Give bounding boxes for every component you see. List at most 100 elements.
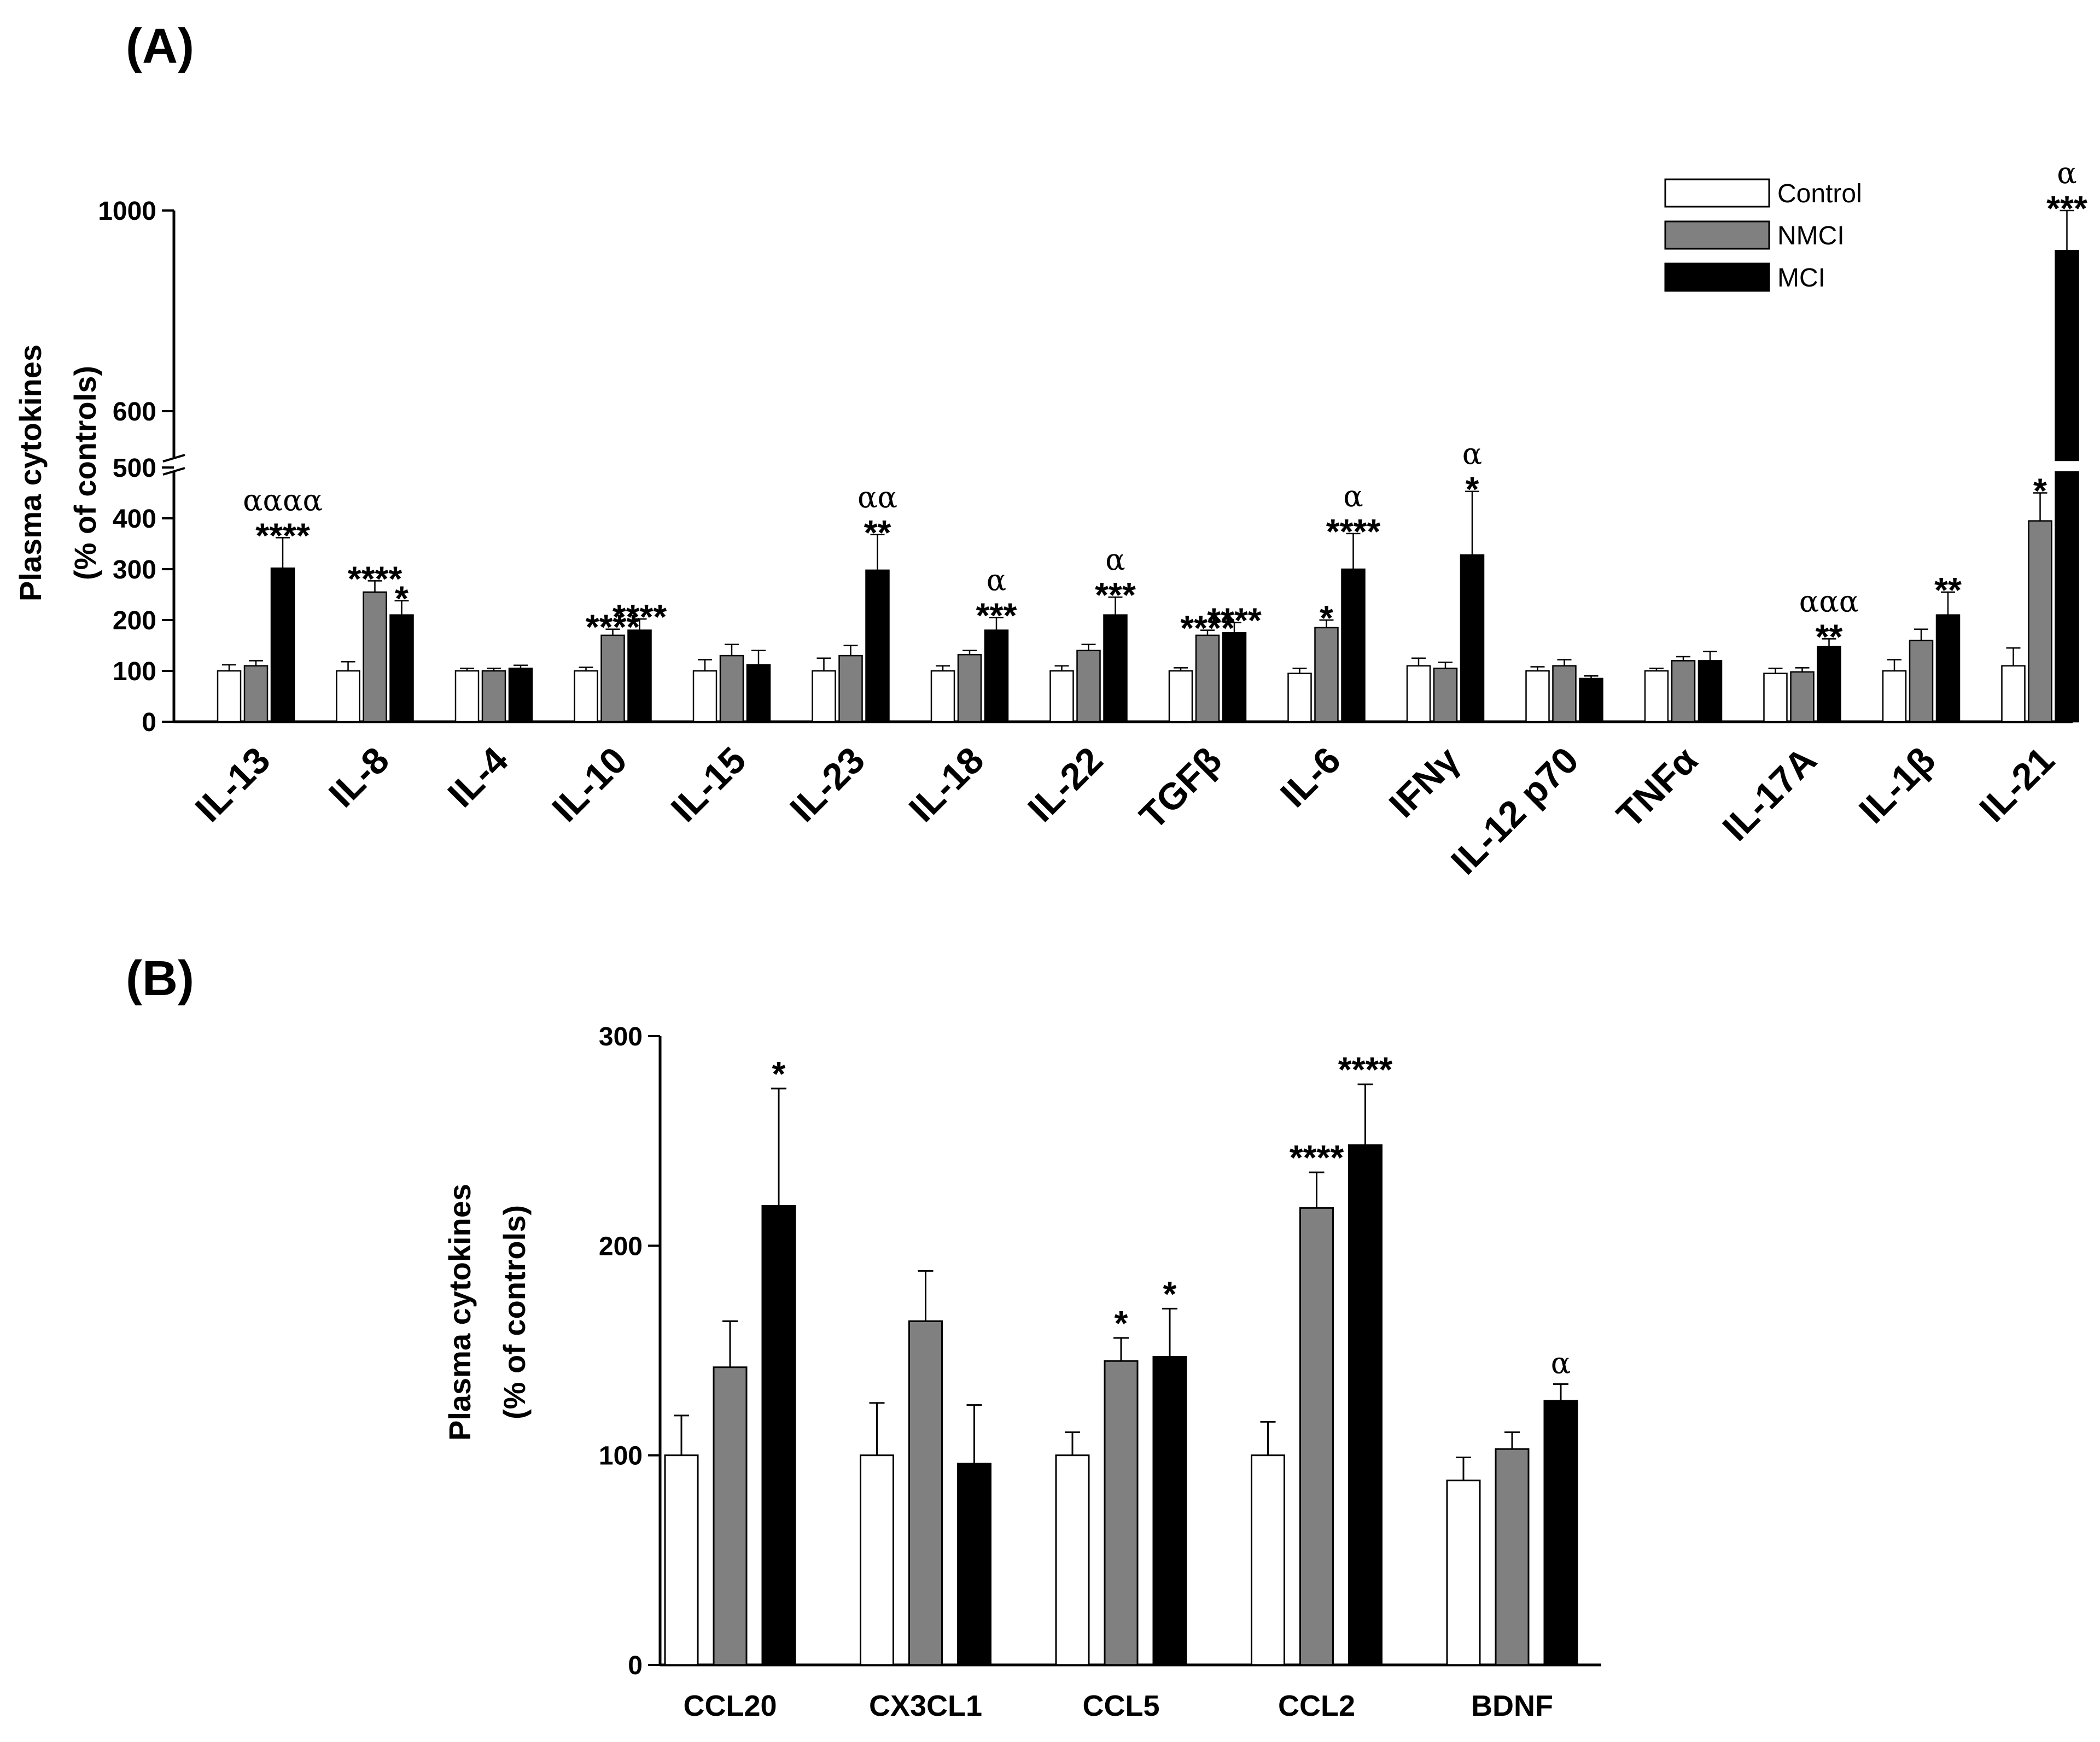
panel-b-y-axis-label: Plasma cytokines (% of controls) — [442, 1184, 532, 1441]
alpha-significance: α — [1343, 479, 1363, 513]
panel-b-label: (B) — [126, 951, 194, 1006]
bar — [746, 664, 771, 723]
panel-a-ylabel-line1: Plasma cytokines — [13, 344, 48, 601]
significance-stars: **** — [1207, 601, 1262, 640]
panel-b-ylabel-line2: (% of controls) — [497, 1205, 532, 1419]
panel-a: (A) Plasma cytokines (% of controls) 0 10… — [13, 19, 2087, 882]
bar — [1495, 1448, 1530, 1666]
bar — [1195, 634, 1220, 723]
legend-swatch — [1664, 178, 1770, 208]
alpha-significance: α — [2057, 156, 2076, 190]
significance-stars: * — [1163, 1274, 1177, 1313]
category-label: IL-15 — [663, 739, 754, 830]
bar — [508, 668, 533, 723]
bar — [930, 670, 955, 723]
bar — [1103, 614, 1128, 723]
significance-stars: ** — [864, 513, 891, 552]
significance-stars: **** — [348, 559, 402, 598]
bar — [389, 614, 414, 723]
bar — [812, 670, 836, 723]
alpha-significance: ααα — [1799, 584, 1859, 618]
panel-a-axis-break-mark — [162, 467, 185, 476]
panel-b-ylabel-line1: Plasma cytokines — [442, 1184, 477, 1441]
legend: Control NMCI MCI — [1664, 178, 1862, 293]
bar — [1698, 660, 1723, 723]
bar — [1909, 639, 1934, 723]
significance-stars: **** — [586, 607, 640, 647]
significance-stars: * — [2033, 471, 2047, 511]
panel-b-y-tick-label: 300 — [599, 1022, 643, 1051]
category-label: IL-21 — [1971, 739, 2062, 830]
bar — [1168, 670, 1193, 723]
legend-label: NMCI — [1777, 221, 1845, 250]
panel-a-y-tick-label: 100 — [113, 657, 156, 686]
bar — [1790, 671, 1815, 723]
panel-b-y-tick-label: 200 — [599, 1232, 643, 1261]
bar — [692, 670, 718, 723]
category-label: IL-17A — [1714, 739, 1824, 849]
bar — [1433, 668, 1458, 723]
category-label: TNFα — [1609, 739, 1706, 836]
panel-b-annotations: ***********α — [772, 1050, 1571, 1380]
bar — [957, 653, 982, 723]
bar — [454, 670, 480, 723]
significance-stars: * — [1115, 1303, 1128, 1343]
alpha-significance: α — [987, 563, 1006, 597]
bar — [1935, 614, 1961, 723]
bar — [2055, 250, 2079, 461]
bar — [1314, 627, 1339, 723]
category-label: IL-12 p70 — [1443, 739, 1586, 882]
bar — [1525, 670, 1550, 723]
significance-stars: *** — [1095, 575, 1136, 615]
bar — [1251, 1454, 1285, 1666]
category-label: CCL2 — [1278, 1690, 1355, 1722]
bar — [984, 629, 1009, 723]
category-label: IL-23 — [782, 739, 873, 830]
bar — [1104, 1360, 1139, 1666]
bar — [1076, 650, 1101, 723]
significance-stars: * — [1466, 470, 1479, 509]
bar — [1882, 670, 1907, 723]
panel-b: (B) Plasma cytokines (% of controls) 0 10… — [126, 951, 1601, 1722]
panel-b-category-labels: CCL20 CX3CL1 CCL5 CCL2 BDNF — [683, 1690, 1553, 1722]
alpha-significance: αα — [858, 480, 897, 515]
category-label: TGFβ — [1131, 739, 1229, 837]
bar — [217, 670, 242, 723]
category-label: CCL5 — [1082, 1690, 1159, 1722]
significance-stars: **** — [1338, 1050, 1393, 1089]
significance-stars: **** — [1290, 1138, 1344, 1177]
bar — [719, 654, 744, 723]
alpha-significance: αααα — [243, 483, 323, 517]
bar — [1049, 670, 1074, 723]
bar — [1299, 1207, 1334, 1666]
bar — [1579, 677, 1603, 723]
panel-a-category-labels: IL-13 IL-8 IL-4 IL-10 IL-15 IL-23 IL-18 IL-22 TG… — [188, 739, 2062, 882]
bar — [1552, 665, 1577, 723]
category-label: IL-6 — [1273, 739, 1349, 815]
panel-a-y-tick-label: 500 — [113, 454, 156, 483]
bar — [1348, 1144, 1382, 1666]
bar — [865, 569, 890, 723]
bar — [761, 1205, 796, 1666]
significance-stars: **** — [612, 597, 667, 636]
panel-a-y-tick-label: 300 — [113, 556, 156, 584]
panel-a-y-axis-label: Plasma cytokines (% of controls) — [13, 344, 102, 601]
category-label: CX3CL1 — [869, 1690, 982, 1722]
significance-stars: **** — [1326, 512, 1381, 551]
significance-stars: **** — [255, 516, 310, 555]
bar — [860, 1454, 894, 1666]
bar — [1763, 673, 1788, 723]
bar — [957, 1463, 991, 1666]
bar — [2001, 665, 2026, 723]
alpha-significance: α — [1105, 542, 1125, 577]
panel-a-label: (A) — [126, 19, 194, 74]
bar — [270, 567, 295, 723]
significance-stars: * — [772, 1054, 786, 1094]
significance-stars: ** — [1816, 617, 1843, 656]
category-label: IL-22 — [1020, 739, 1111, 830]
panel-b-bars — [664, 1083, 1578, 1666]
panel-a-ylabel-line2: (% of controls) — [68, 366, 102, 580]
significance-stars: * — [1320, 598, 1333, 638]
legend-swatch — [1664, 262, 1770, 292]
